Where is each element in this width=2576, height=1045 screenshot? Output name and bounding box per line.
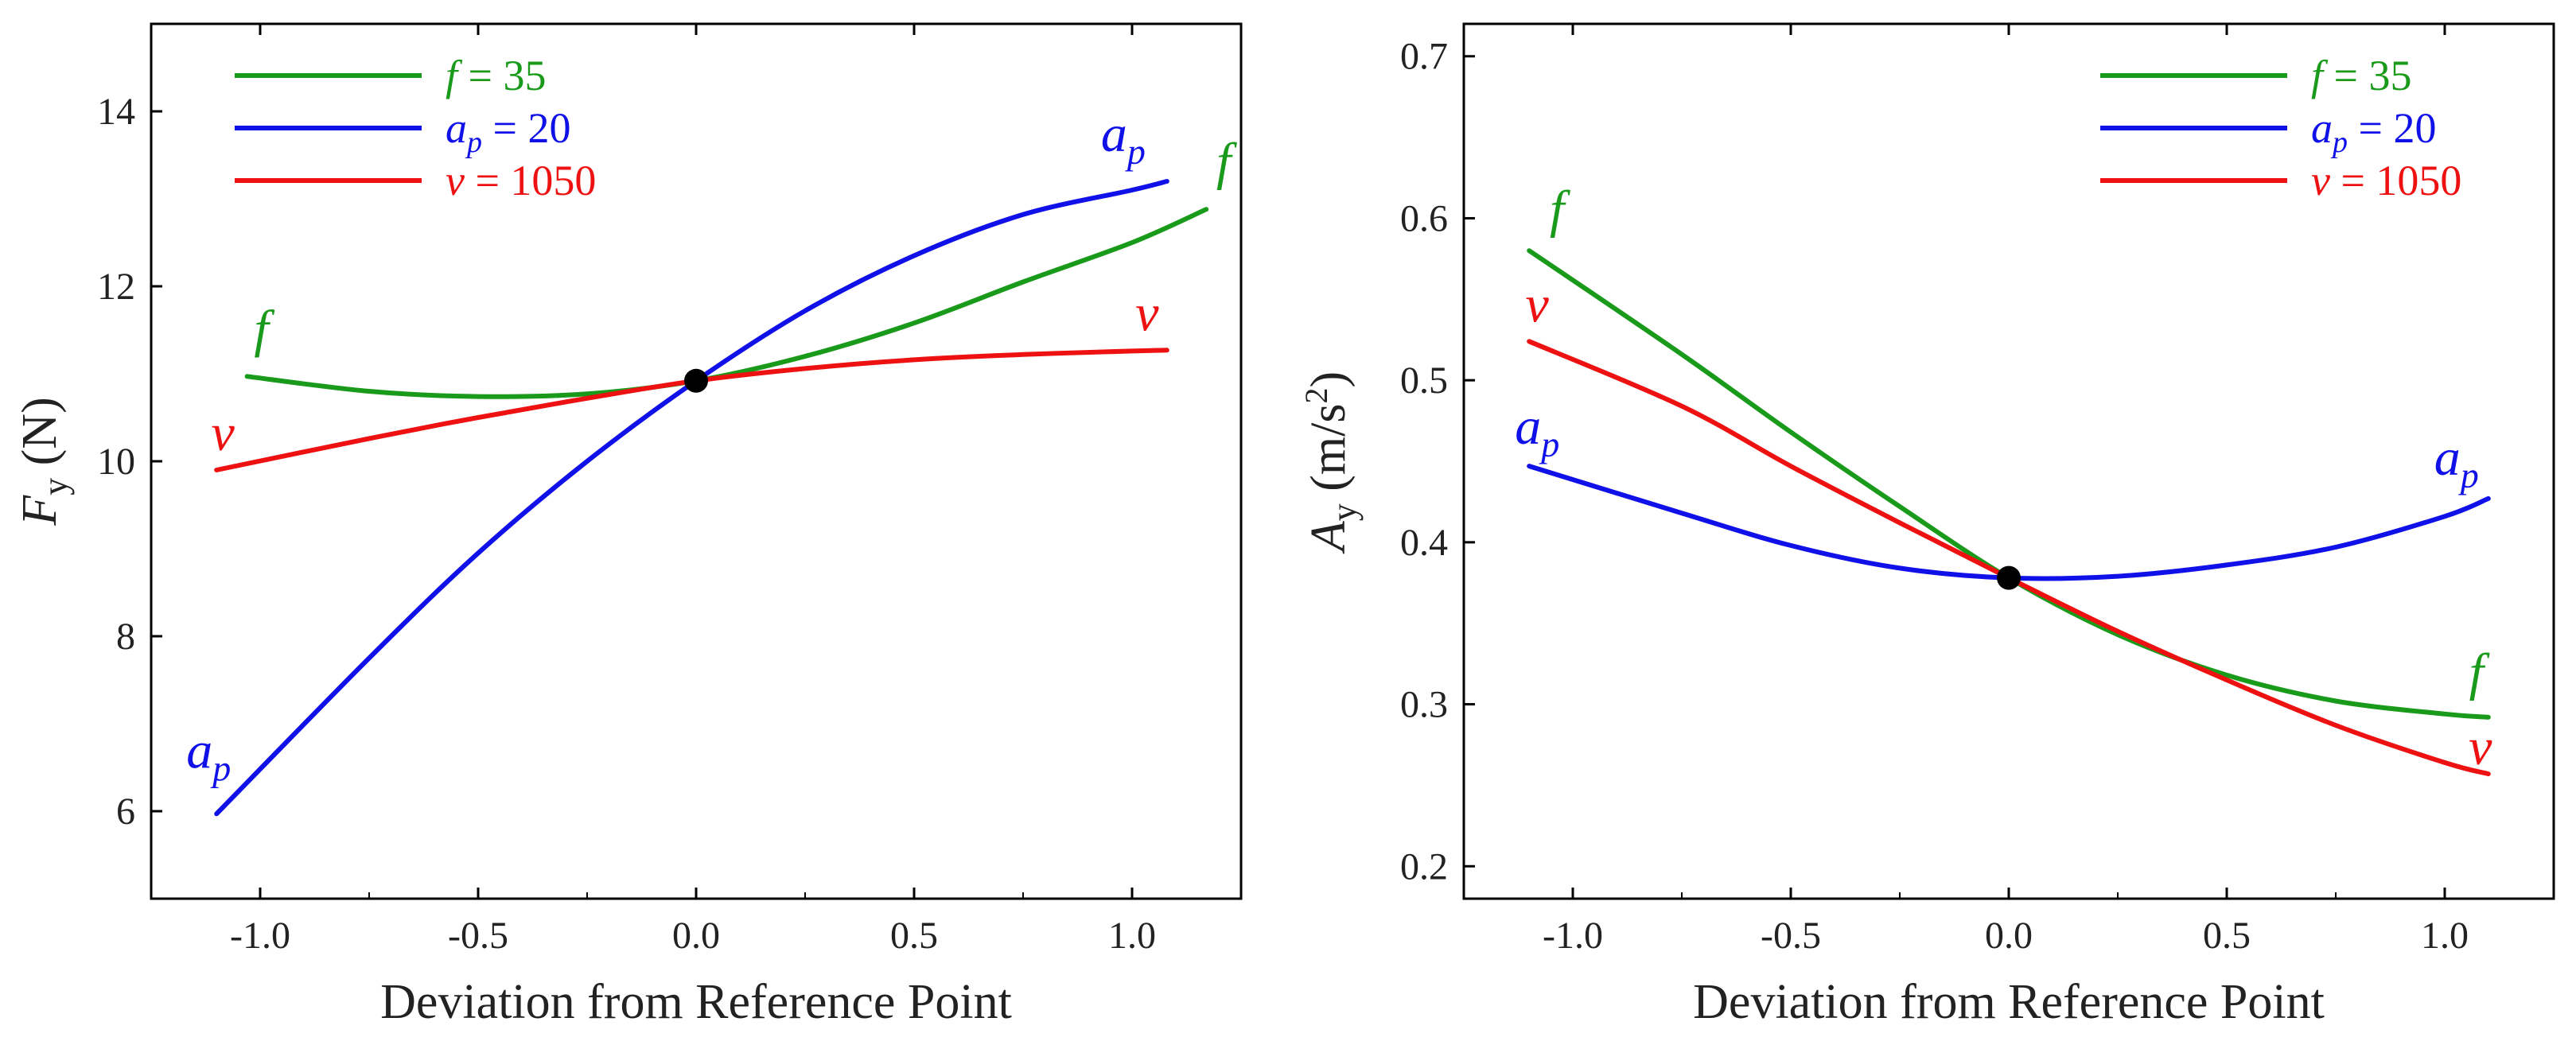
x-tick-label: 1.0 bbox=[2421, 915, 2469, 957]
plot-frame bbox=[1462, 22, 2555, 900]
y-tick-label: 12 bbox=[97, 266, 135, 308]
y-axis-label: Fy (N) bbox=[13, 397, 75, 526]
y-tick-label: 6 bbox=[116, 791, 135, 833]
y-tick-label: 0.6 bbox=[1400, 197, 1448, 239]
x-axis-label: Deviation from Reference Point bbox=[380, 975, 1012, 1029]
series-line-v bbox=[214, 348, 1169, 472]
y-tick-label: 0.4 bbox=[1400, 522, 1448, 564]
series-end-label-f: f bbox=[254, 300, 274, 358]
x-tick-label: -0.5 bbox=[448, 915, 508, 957]
y-tick-label: 14 bbox=[97, 91, 135, 133]
series-line-f bbox=[244, 207, 1209, 399]
series-end-label-f: f bbox=[1550, 181, 1570, 239]
series-line-ap bbox=[1527, 464, 2491, 581]
series-end-label-f: f bbox=[2469, 643, 2490, 701]
series-end-label-v: v bbox=[212, 404, 235, 462]
series-line-f bbox=[1527, 248, 2491, 720]
y-tick-label: 8 bbox=[116, 616, 135, 658]
chart-panel-1: -1.0 -0.5 0.0 0.5 1.0 6 8 10 12 14 Deviation from … bbox=[13, 22, 1243, 1029]
x-tick-label: -1.0 bbox=[230, 915, 290, 957]
series-end-label-ap: ap bbox=[2434, 429, 2479, 495]
y-axis-label: Ay (m/s2) bbox=[1298, 371, 1364, 554]
y-tick-label: 10 bbox=[97, 441, 135, 483]
x-axis-label: Deviation from Reference Point bbox=[1693, 975, 2325, 1029]
x-tick-label: 0.0 bbox=[672, 915, 720, 957]
reference-point-marker bbox=[1997, 565, 2021, 590]
x-tick-label: -0.5 bbox=[1761, 915, 1821, 957]
series-end-label-v: v bbox=[1135, 284, 1159, 342]
series-end-label-v: v bbox=[2469, 718, 2492, 776]
series-end-label-f: f bbox=[1216, 133, 1237, 191]
x-tick-label: 1.0 bbox=[1108, 915, 1156, 957]
legend-label-f: f = 35 bbox=[446, 52, 546, 99]
legend-label-f: f = 35 bbox=[2311, 52, 2411, 99]
y-tick-label: 0.3 bbox=[1400, 684, 1448, 726]
legend-label-v: v = 1050 bbox=[446, 157, 596, 204]
x-tick-label: 0.5 bbox=[2203, 915, 2251, 957]
y-tick-label: 0.5 bbox=[1400, 359, 1448, 402]
x-tick-label: 0.0 bbox=[1985, 915, 2033, 957]
series-end-label-ap: ap bbox=[1515, 398, 1559, 464]
plot-frame bbox=[150, 22, 1243, 900]
series-line-ap bbox=[214, 179, 1169, 817]
series-end-label-ap: ap bbox=[186, 721, 231, 788]
reference-point-marker bbox=[684, 368, 708, 393]
series-end-label-ap: ap bbox=[1101, 105, 1146, 172]
x-tick-label: -1.0 bbox=[1543, 915, 1603, 957]
legend-label-v: v = 1050 bbox=[2311, 157, 2461, 204]
y-tick-label: 0.7 bbox=[1400, 36, 1448, 78]
x-tick-label: 0.5 bbox=[890, 915, 938, 957]
series-end-label-v: v bbox=[1526, 275, 1550, 333]
legend-label-ap: ap = 20 bbox=[2311, 104, 2436, 159]
series-line-v bbox=[1527, 339, 2491, 777]
chart-panel-2: -1.0 -0.5 0.0 0.5 1.0 0.2 0.3 0.4 0.5 0.6 0.7 Devia… bbox=[1298, 22, 2555, 1029]
legend-label-ap: ap = 20 bbox=[446, 104, 570, 159]
y-tick-label: 0.2 bbox=[1400, 845, 1448, 888]
